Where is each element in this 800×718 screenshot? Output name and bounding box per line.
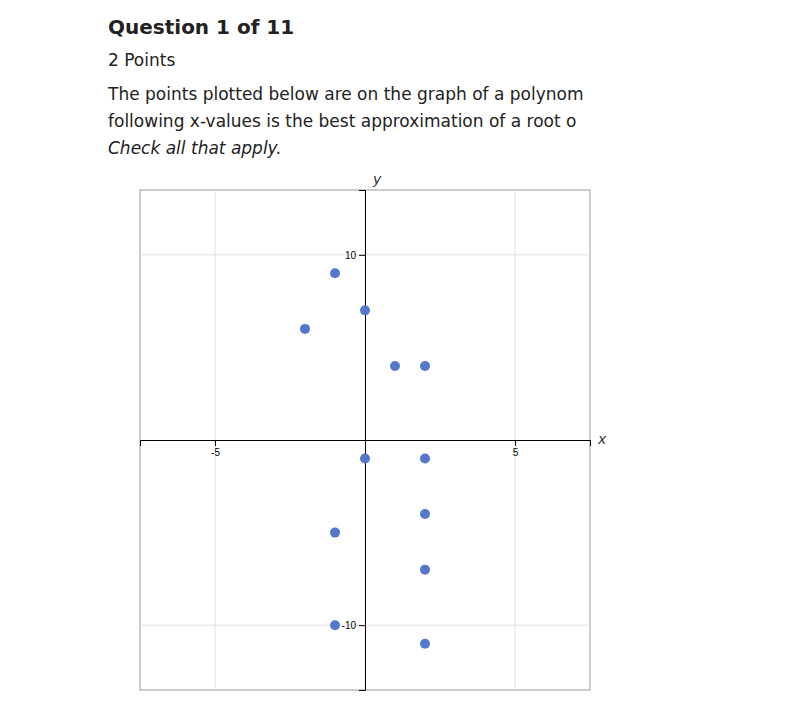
x-tick-label: -5 [211, 447, 220, 458]
y-tick-mark [359, 625, 365, 626]
y-tick: -10 [342, 620, 365, 631]
y-tick: 10 [345, 250, 365, 261]
x-tick-mark [515, 440, 516, 446]
point [330, 268, 340, 278]
point [300, 324, 310, 334]
annotation: following x-values is the best approxima… [108, 111, 576, 131]
point [330, 620, 340, 630]
point [420, 454, 430, 464]
x-tick-label: 5 [513, 447, 519, 458]
chart-svg: Question 1 of 11 2 Points The points plott… [0, 0, 800, 718]
y-tick-label: 10 [345, 250, 357, 261]
x-tick-mark [215, 440, 216, 446]
annotation: The points plotted below are on the grap… [107, 84, 584, 104]
point [360, 305, 370, 315]
y-axis-line [359, 191, 366, 691]
plot-frame [140, 190, 590, 690]
y-axis: -10 10 [342, 191, 366, 691]
y-axis-label: y [372, 171, 382, 187]
points [300, 268, 430, 648]
subtitle: 2 Points [108, 50, 175, 70]
annotation: Check all that apply. [108, 138, 282, 158]
point [420, 361, 430, 371]
point [420, 639, 430, 649]
point [420, 565, 430, 575]
point [420, 509, 430, 519]
point [330, 528, 340, 538]
x-tick: 5 [513, 440, 519, 458]
y-tick-label: -10 [342, 620, 357, 631]
plot [140, 190, 590, 690]
x-axis-label: x [597, 431, 607, 447]
x-tick: -5 [211, 440, 220, 458]
title: Question 1 of 11 [108, 15, 294, 39]
point [390, 361, 400, 371]
point [360, 454, 370, 464]
y-tick-mark [359, 255, 365, 256]
grid [140, 190, 590, 690]
